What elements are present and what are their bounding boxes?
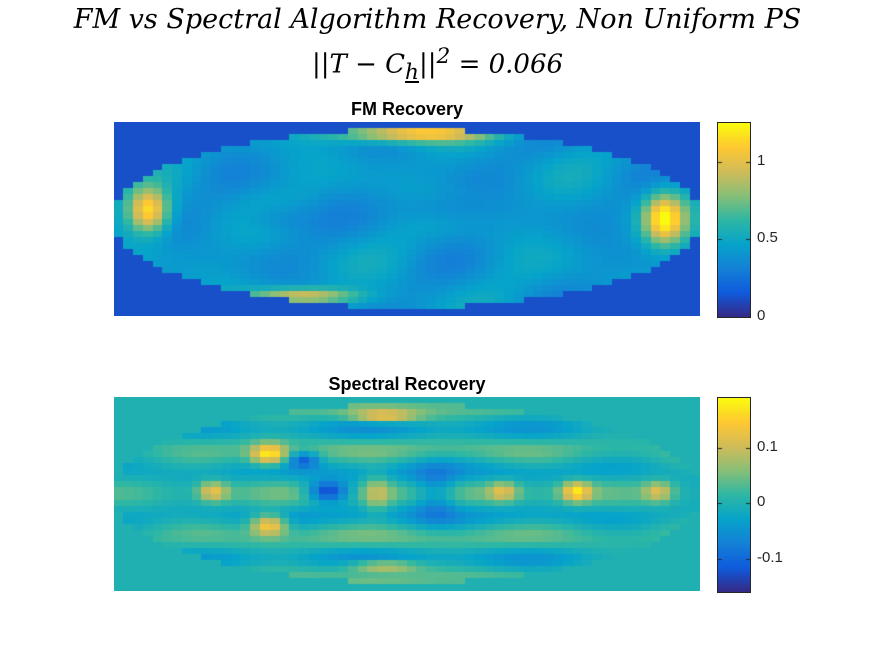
colorbar-tick-label: 0 bbox=[757, 307, 766, 324]
spectral-recovery-colorbar-ticks: -0.1 0 0.1 bbox=[751, 397, 811, 591]
spectral-recovery-heatmap bbox=[114, 397, 700, 591]
colorbar-tick-label: 0.5 bbox=[757, 229, 778, 247]
colorbar-tick-label: 1 bbox=[757, 151, 766, 169]
fm-recovery-title: FM Recovery bbox=[350, 99, 464, 119]
figure-title: FM vs Spectral Algorithm Recovery, Non U… bbox=[73, 4, 802, 35]
fm-recovery-heatmap bbox=[114, 122, 700, 316]
spectral-recovery-title: Spectral Recovery bbox=[328, 374, 486, 394]
fm-recovery-colorbar bbox=[717, 122, 751, 318]
colorbar-tick-label: 0 bbox=[757, 493, 766, 511]
fm-recovery-colorbar-ticks: 0 0.5 1 bbox=[751, 122, 811, 323]
figure-subtitle-error-norm: ||T − Ch||2 = 0.066 bbox=[311, 44, 564, 85]
colorbar-tick-label: -0.1 bbox=[757, 548, 783, 566]
colorbar-tick-label: 0.1 bbox=[757, 437, 778, 455]
spectral-recovery-colorbar bbox=[717, 397, 751, 593]
